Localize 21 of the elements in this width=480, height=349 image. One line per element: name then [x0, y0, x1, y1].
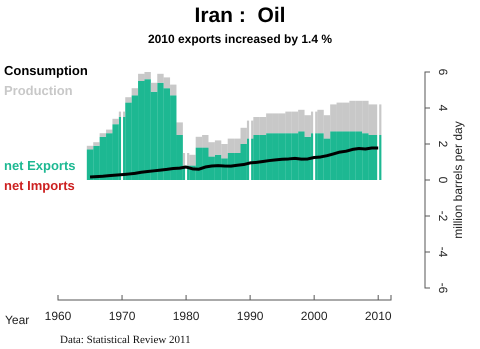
x-tick-label: 1980 — [172, 308, 200, 323]
x-axis-title: Year — [5, 313, 30, 327]
chart-title: Iran : Oil — [194, 4, 286, 27]
text: Consumption — [4, 63, 88, 78]
y-tick-label: 6 — [436, 68, 450, 76]
y-tick-label: -6 — [436, 282, 450, 294]
chart-subtitle: 2010 exports increased by 1.4 % — [148, 32, 332, 46]
y-tick-label: -2 — [436, 210, 450, 222]
x-tick-label: 1960 — [44, 308, 72, 323]
y-tick-label: 2 — [436, 140, 450, 148]
y-tick-label: 0 — [436, 176, 450, 184]
y-axis-title: million barrels per day — [451, 121, 465, 239]
series-label: net Exports — [4, 158, 76, 173]
x-tick-label: 2000 — [300, 308, 328, 323]
legend-label: net Imports — [4, 178, 75, 193]
text: Data: Statistical Review 2011 — [60, 334, 191, 346]
y-tick-label: 4 — [436, 104, 450, 112]
x-tick-label: 1970 — [108, 308, 136, 323]
y-tick-label: -4 — [436, 246, 450, 258]
x-tick-label: 1990 — [236, 308, 264, 323]
x-tick-label: 2010 — [364, 308, 392, 323]
